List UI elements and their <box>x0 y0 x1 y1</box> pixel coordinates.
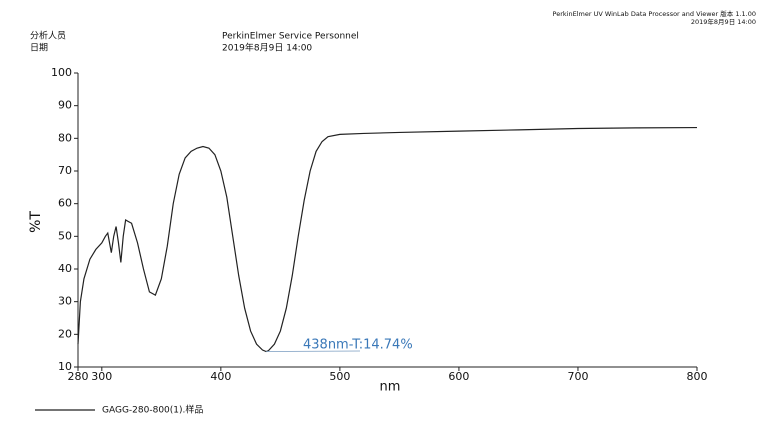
y-tick-label: 80 <box>58 131 72 144</box>
date-label: 日期 <box>30 43 48 54</box>
x-tick-label: 280 <box>68 370 89 383</box>
x-tick-label: 400 <box>210 370 231 383</box>
x-axis-label: nm <box>380 380 401 395</box>
y-tick-label: 90 <box>58 99 72 112</box>
x-tick-label: 300 <box>91 370 112 383</box>
y-tick-label: 20 <box>58 327 72 340</box>
y-tick-label: 40 <box>58 262 72 275</box>
annotation-leader <box>266 350 361 352</box>
date: 2019年8月9日 14:00 <box>222 42 312 54</box>
annotation: 438nm-T:14.74% <box>303 338 413 353</box>
y-tick-label: 50 <box>58 229 72 242</box>
y-tick-label: 100 <box>51 66 72 79</box>
y-tick-label: 60 <box>58 197 72 210</box>
x-tick-label: 700 <box>567 370 588 383</box>
legend-label: GAGG-280-800(1).样品 <box>102 404 203 416</box>
software: PerkinElmer UV WinLab Data Processor and… <box>553 9 756 18</box>
x-tick-label: 500 <box>329 370 350 383</box>
analyst-label: 分析人员 <box>30 30 66 42</box>
y-tick-label: 10 <box>58 360 72 373</box>
y-axis-label: %T <box>28 211 44 233</box>
print-date: 2019年8月9日 14:00 <box>691 17 756 26</box>
x-tick-label: 800 <box>687 370 708 383</box>
x-tick-label: 600 <box>448 370 469 383</box>
y-tick-label: 70 <box>58 164 72 177</box>
y-tick-label: 30 <box>58 295 72 308</box>
series-line <box>77 126 698 353</box>
analyst: PerkinElmer Service Personnel <box>222 32 359 42</box>
